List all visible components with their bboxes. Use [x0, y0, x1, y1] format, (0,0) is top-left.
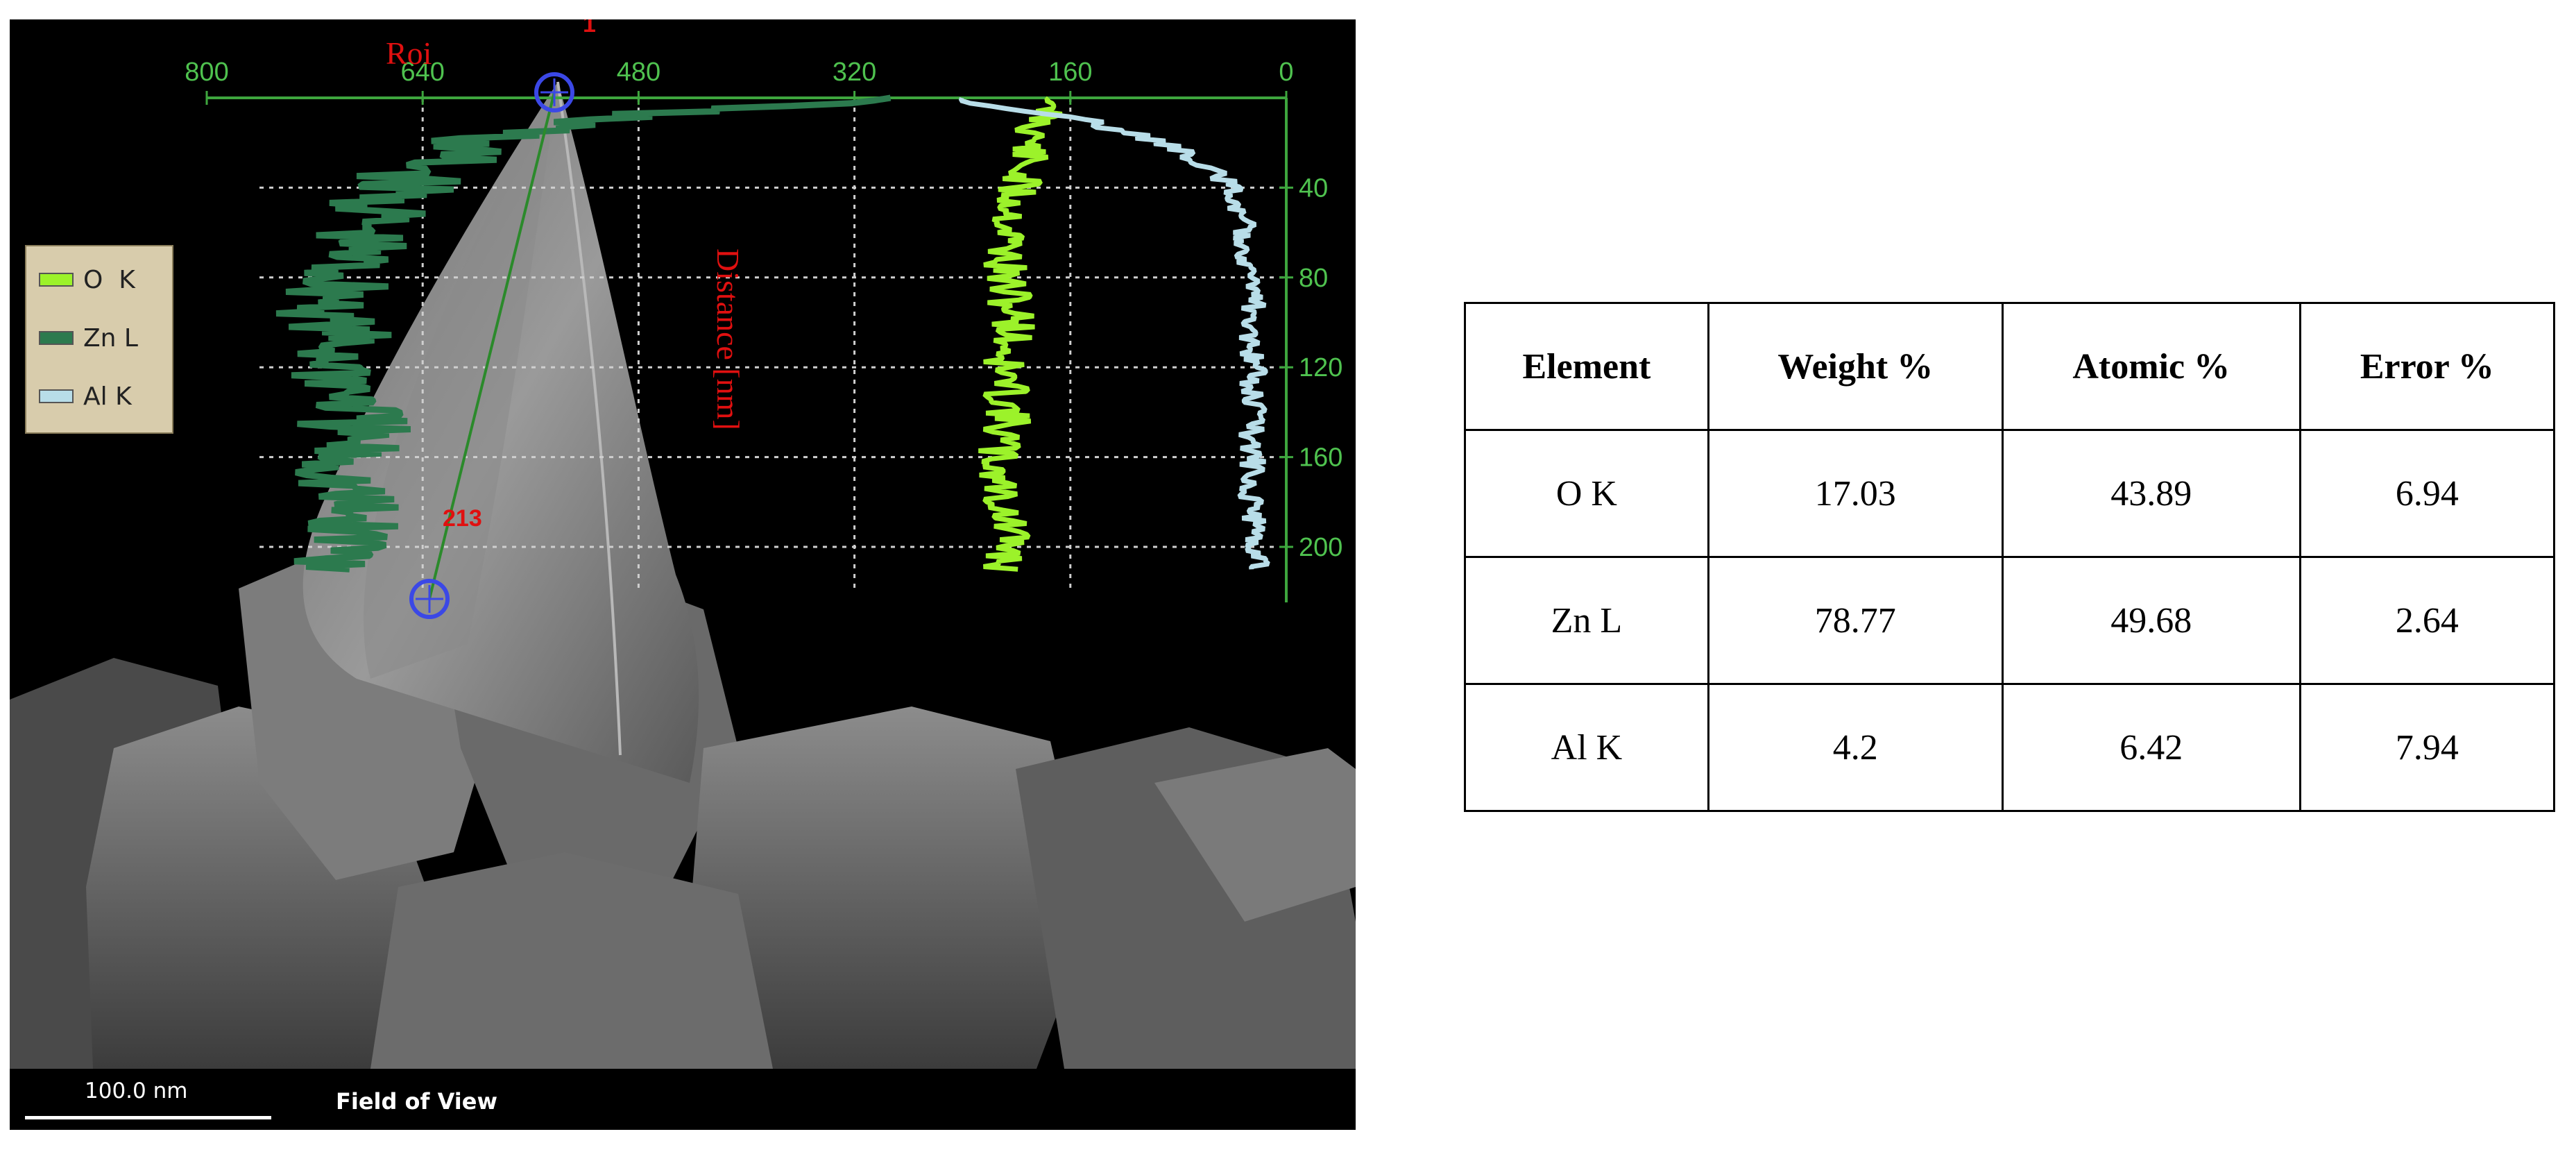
- roi-start-label: 1: [583, 19, 596, 37]
- right-axis: 40 80 120 160 200: [1279, 98, 1342, 602]
- header-element: Element: [1464, 302, 1709, 431]
- linescan-chart: 800 640 480 320 160 0 40 80 120 160 200 Roi 1 213…: [10, 19, 1356, 1069]
- x-tick-label: 480: [617, 58, 660, 87]
- header-weight: Weight %: [1707, 302, 2004, 431]
- cell-weight: 4.2: [1707, 683, 2004, 812]
- cell-error: 2.64: [2298, 556, 2556, 685]
- x-tick-label: 0: [1279, 58, 1293, 87]
- cell-weight: 78.77: [1707, 556, 2004, 685]
- table-header-row: Element Weight % Atomic % Error %: [1464, 302, 2556, 431]
- cell-element: Al K: [1464, 683, 1709, 812]
- cell-atomic: 49.68: [2001, 556, 2301, 685]
- series-o-k: [978, 96, 1063, 572]
- series-zn-l: [275, 94, 892, 573]
- header-error: Error %: [2298, 302, 2556, 431]
- roi-end-marker[interactable]: [409, 579, 450, 619]
- roi-start-marker[interactable]: [534, 72, 574, 112]
- cell-error: 6.94: [2298, 429, 2556, 558]
- y-tick-label: 80: [1299, 264, 1328, 293]
- x-tick-label: 160: [1048, 58, 1092, 87]
- x-tick-label: 800: [185, 58, 228, 87]
- cell-element: Zn L: [1464, 556, 1709, 685]
- cell-error: 7.94: [2298, 683, 2556, 812]
- y-tick-label: 200: [1299, 533, 1342, 562]
- y-axis-label: Distance [nm]: [710, 248, 746, 430]
- top-axis: 800 640 480 320 160 0: [185, 58, 1294, 105]
- scale-bar-label: 100.0 nm: [85, 1078, 188, 1103]
- legend-swatch: [39, 273, 74, 287]
- table-row: Zn L 78.77 49.68 2.64: [1464, 556, 2556, 685]
- image-footer: [10, 1069, 1356, 1130]
- x-tick-label: 640: [400, 58, 444, 87]
- legend-label: O K: [83, 265, 135, 294]
- scale-bar: [25, 1116, 271, 1119]
- cell-element: O K: [1464, 429, 1709, 558]
- legend-swatch: [39, 331, 74, 345]
- series-lines: [275, 94, 1270, 573]
- x-tick-label: 320: [833, 58, 876, 87]
- table-row: O K 17.03 43.89 6.94: [1464, 429, 2556, 558]
- y-tick-label: 120: [1299, 353, 1342, 382]
- legend-label: Al K: [83, 382, 132, 411]
- legend-swatch: [39, 389, 74, 403]
- series-al-k: [958, 96, 1270, 570]
- table-row: Al K 4.2 6.42 7.94: [1464, 683, 2556, 812]
- legend-item-zn-l: Zn L: [39, 323, 138, 353]
- roi-end-label: 213: [443, 505, 482, 532]
- cell-weight: 17.03: [1707, 429, 2004, 558]
- cell-atomic: 43.89: [2001, 429, 2301, 558]
- cell-atomic: 6.42: [2001, 683, 2301, 812]
- roi-line: [409, 72, 574, 619]
- legend-item-o-k: O K: [39, 266, 135, 294]
- legend-label: Zn L: [83, 323, 138, 353]
- eds-composition-table: Element Weight % Atomic % Error % O K 17…: [1464, 302, 2556, 812]
- header-atomic: Atomic %: [2001, 302, 2301, 431]
- chart-legend: O K Zn L Al K: [25, 245, 173, 434]
- field-of-view-label: Field of View: [336, 1088, 498, 1115]
- legend-item-al-k: Al K: [39, 382, 132, 411]
- y-tick-label: 160: [1299, 443, 1342, 473]
- chart-title: Roi: [386, 35, 432, 71]
- y-tick-label: 40: [1299, 174, 1328, 203]
- sem-linescan-panel: 800 640 480 320 160 0 40 80 120 160 200 Roi 1 213…: [10, 19, 1356, 1130]
- sem-image-background: [10, 81, 1356, 1069]
